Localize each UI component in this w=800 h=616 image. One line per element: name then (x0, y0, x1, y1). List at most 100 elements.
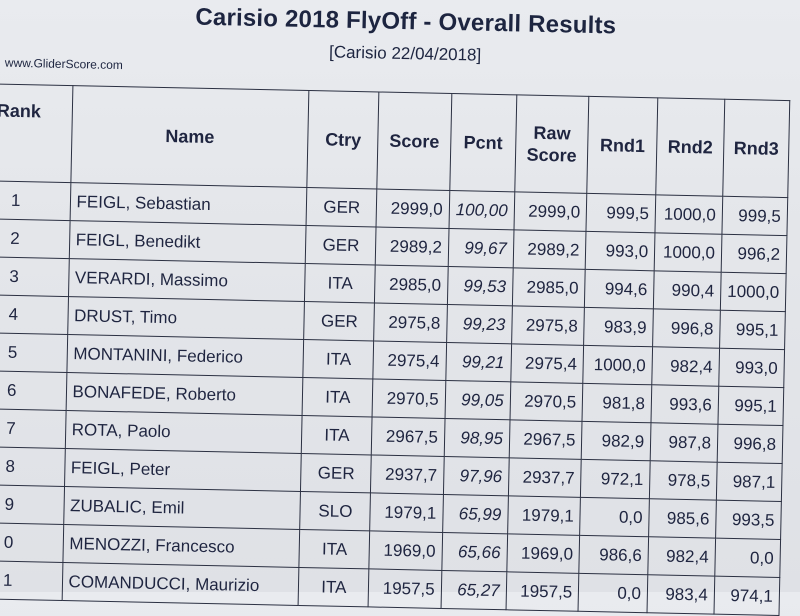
col-rank-header: Rank (0, 83, 73, 183)
round1-cell: 986,6 (579, 535, 649, 575)
rank-cell: 5 (0, 332, 68, 373)
raw-score-cell: 2989,2 (512, 229, 587, 270)
col-ctry-header: Ctry (307, 90, 380, 189)
round3-cell: 996,2 (721, 234, 787, 274)
country-cell: ITA (303, 339, 374, 379)
round1-cell: 993,0 (585, 231, 656, 271)
percent-cell: 99,21 (445, 342, 512, 382)
percent-cell: 65,99 (442, 494, 509, 534)
round3-cell: 993,5 (715, 500, 782, 540)
rank-cell: 1 (0, 180, 71, 221)
name-cell: BONAFEDE, Roberto (65, 372, 304, 416)
raw-score-cell: 1969,0 (506, 533, 580, 574)
country-cell: ITA (302, 377, 374, 417)
site-url: www.GliderScore.com (4, 55, 124, 73)
score-cell: 1979,1 (369, 492, 444, 533)
col-rnd2-header: Rnd2 (655, 97, 725, 197)
round1-cell: 0,0 (579, 497, 650, 537)
round1-cell: 983,9 (583, 307, 654, 347)
name-cell: COMANDUCCI, Maurizio (61, 562, 300, 606)
round3-cell: 996,8 (717, 424, 783, 464)
round3-cell: 995,1 (717, 386, 784, 426)
round1-cell: 972,1 (580, 459, 651, 499)
percent-cell: 99,23 (446, 304, 513, 344)
round1-cell: 0,0 (578, 573, 648, 613)
name-cell: MENOZZI, Francesco (62, 524, 301, 568)
rank-cell: 2 (0, 218, 70, 259)
round1-cell: 982,9 (581, 421, 652, 461)
col-score-header: Score (377, 92, 452, 191)
score-cell: 1969,0 (369, 530, 443, 571)
round3-cell: 995,1 (719, 310, 786, 350)
percent-cell: 97,96 (443, 456, 510, 496)
rank-cell: 4 (0, 294, 68, 335)
header-row: Rank Name Ctry Score Pcnt Raw Score Rnd1… (0, 83, 790, 198)
percent-cell: 65,66 (441, 532, 508, 572)
score-cell: 2967,5 (371, 416, 445, 457)
rank-cell: 7 (0, 408, 66, 449)
raw-score-cell: 2975,4 (510, 343, 584, 384)
round2-cell: 978,5 (649, 460, 718, 501)
col-raw-header-line1: Raw (533, 122, 571, 144)
raw-score-cell: 2999,0 (513, 191, 588, 232)
name-cell: VERARDI, Massimo (67, 258, 306, 302)
round2-cell: 983,4 (647, 574, 715, 615)
percent-cell: 99,67 (447, 228, 514, 268)
results-table: Rank Name Ctry Score Pcnt Raw Score Rnd1… (0, 83, 790, 616)
round2-cell: 985,6 (648, 498, 717, 539)
round2-cell: 1000,0 (655, 194, 723, 235)
score-cell: 2970,5 (372, 378, 446, 419)
round2-cell: 1000,0 (654, 232, 722, 273)
name-cell: FEIGL, Sebastian (69, 182, 308, 226)
country-cell: ITA (299, 529, 370, 569)
country-cell: ITA (304, 263, 376, 303)
results-sheet: Carisio 2018 FlyOff - Overall Results [C… (0, 3, 790, 616)
page-title: Carisio 2018 FlyOff - Overall Results (195, 3, 617, 40)
rank-cell: 8 (0, 446, 65, 487)
country-cell: SLO (300, 491, 371, 531)
percent-cell: 99,05 (444, 380, 511, 420)
col-name-header: Name (70, 85, 310, 188)
col-raw-header-line2: Score (526, 144, 577, 166)
page-subtitle: [Carisio 22/04/2018] (328, 42, 482, 65)
rank-cell: 6 (0, 370, 67, 411)
score-cell: 1957,5 (368, 568, 442, 609)
round3-cell: 1000,0 (720, 272, 787, 312)
raw-score-cell: 2937,7 (508, 457, 582, 498)
raw-score-cell: 1979,1 (507, 495, 581, 536)
round2-cell: 982,4 (651, 346, 720, 387)
round2-cell: 996,8 (652, 308, 721, 349)
rank-cell: 1 (0, 560, 63, 601)
country-cell: ITA (298, 567, 370, 607)
round3-cell: 974,1 (713, 576, 780, 616)
score-cell: 2937,7 (370, 454, 445, 495)
col-pcnt-header: Pcnt (449, 93, 517, 192)
percent-cell: 98,95 (444, 418, 510, 458)
round2-cell: 987,8 (650, 422, 718, 463)
rank-cell: 3 (0, 256, 69, 297)
name-cell: FEIGL, Peter (64, 448, 302, 492)
raw-score-cell: 2975,8 (511, 305, 585, 346)
col-rnd1-header: Rnd1 (587, 96, 658, 195)
round1-cell: 981,8 (582, 383, 652, 423)
raw-score-cell: 2967,5 (509, 419, 583, 460)
round3-cell: 993,0 (718, 348, 785, 388)
round2-cell: 990,4 (653, 270, 722, 311)
percent-cell: 100,00 (448, 190, 515, 230)
country-cell: GER (304, 301, 375, 341)
round1-cell: 994,6 (584, 269, 655, 309)
raw-score-cell: 2970,5 (509, 381, 584, 422)
name-cell: MONTANINI, Federico (66, 334, 305, 378)
col-raw-header: Raw Score (514, 94, 590, 194)
rank-cell: 0 (0, 522, 64, 563)
name-cell: FEIGL, Benedikt (68, 220, 307, 264)
name-cell: DRUST, Timo (67, 296, 305, 340)
percent-cell: 65,27 (440, 570, 507, 610)
col-rnd3-header: Rnd3 (722, 99, 790, 198)
name-cell: ROTA, Paolo (64, 410, 303, 454)
round1-cell: 1000,0 (583, 345, 653, 385)
country-cell: GER (300, 453, 372, 493)
round3-cell: 987,1 (716, 462, 783, 502)
round3-cell: 999,5 (721, 196, 788, 236)
rank-cell: 9 (0, 484, 65, 525)
